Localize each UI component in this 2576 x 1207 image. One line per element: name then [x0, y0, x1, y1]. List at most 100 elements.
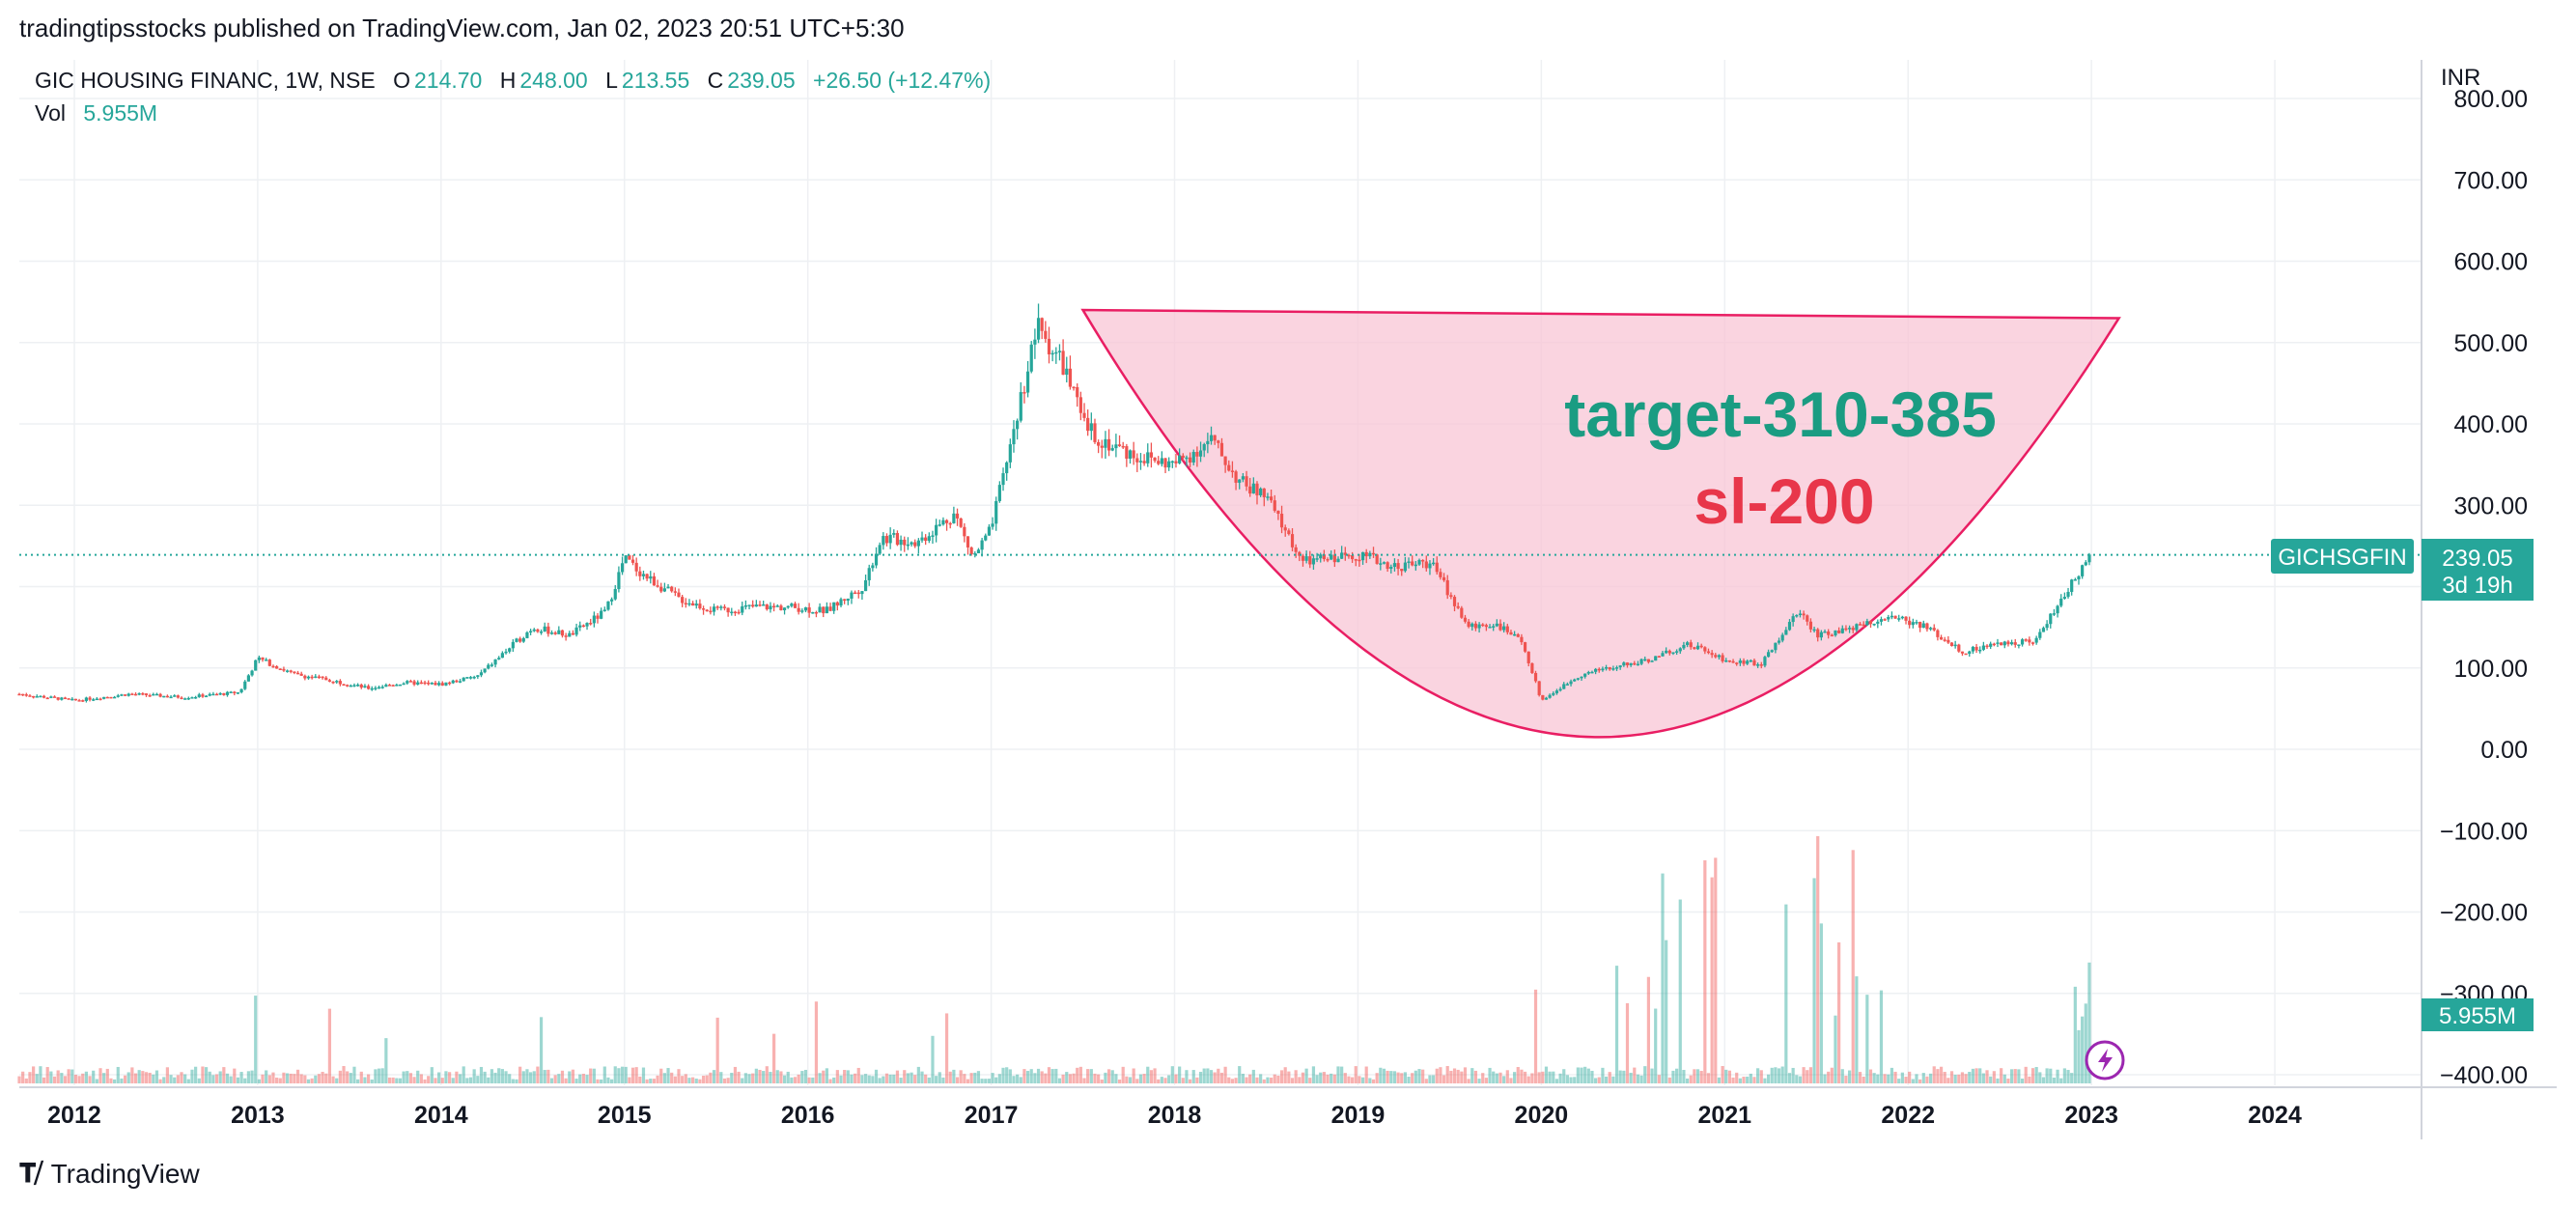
price-candle[interactable] — [1819, 632, 1823, 638]
price-candle[interactable] — [779, 605, 783, 611]
price-candle[interactable] — [1548, 694, 1552, 698]
price-candle[interactable] — [275, 666, 279, 669]
price-candle[interactable] — [1784, 630, 1788, 635]
price-candle[interactable] — [754, 604, 758, 607]
price-candle[interactable] — [490, 664, 494, 666]
price-candle[interactable] — [860, 591, 864, 595]
price-candle[interactable] — [1601, 668, 1605, 671]
price-candle[interactable] — [1611, 668, 1615, 670]
price-candle[interactable] — [1492, 626, 1496, 628]
price-candle[interactable] — [980, 540, 984, 550]
price-candle[interactable] — [391, 685, 395, 687]
price-candle[interactable] — [1847, 628, 1852, 630]
price-candle[interactable] — [67, 698, 70, 700]
price-candle[interactable] — [1082, 412, 1086, 418]
price-candle[interactable] — [447, 682, 452, 685]
price-candle[interactable] — [384, 685, 388, 688]
price-candle[interactable] — [508, 648, 512, 652]
price-candle[interactable] — [895, 533, 900, 546]
price-candle[interactable] — [1227, 464, 1231, 471]
price-candle[interactable] — [1036, 318, 1041, 340]
price-candle[interactable] — [1731, 660, 1735, 663]
price-candle[interactable] — [892, 533, 896, 535]
price-candle[interactable] — [2030, 642, 2035, 644]
price-candle[interactable] — [638, 571, 642, 576]
price-candle[interactable] — [536, 629, 540, 632]
price-candle[interactable] — [2009, 642, 2014, 645]
price-candle[interactable] — [596, 615, 600, 619]
price-candle[interactable] — [882, 536, 885, 546]
price-candle[interactable] — [2052, 613, 2057, 615]
price-candle[interactable] — [437, 683, 441, 686]
price-candle[interactable] — [1181, 455, 1185, 459]
price-candle[interactable] — [609, 599, 614, 602]
price-candle[interactable] — [903, 539, 907, 546]
price-candle[interactable] — [1332, 554, 1336, 563]
price-candle[interactable] — [656, 585, 659, 587]
price-candle[interactable] — [782, 607, 787, 611]
price-candle[interactable] — [183, 698, 187, 700]
price-candle[interactable] — [1752, 660, 1756, 666]
price-candle[interactable] — [148, 694, 152, 697]
price-candle[interactable] — [126, 693, 130, 696]
price-candle[interactable] — [1893, 615, 1897, 619]
price-candle[interactable] — [1012, 429, 1016, 445]
price-candle[interactable] — [366, 686, 371, 689]
price-candle[interactable] — [952, 513, 956, 523]
price-candle[interactable] — [271, 665, 275, 668]
price-candle[interactable] — [24, 694, 28, 696]
price-candle[interactable] — [762, 604, 766, 606]
price-candle[interactable] — [867, 568, 871, 580]
price-candle[interactable] — [578, 625, 582, 628]
price-candle[interactable] — [948, 522, 952, 525]
price-candle[interactable] — [1248, 486, 1252, 494]
price-candle[interactable] — [1389, 567, 1393, 570]
price-candle[interactable] — [726, 607, 730, 613]
price-candle[interactable] — [197, 694, 201, 697]
price-candle[interactable] — [1417, 559, 1421, 565]
price-candle[interactable] — [528, 631, 533, 633]
price-candle[interactable] — [408, 681, 413, 683]
price-candle[interactable] — [786, 605, 790, 608]
price-candle[interactable] — [406, 681, 409, 684]
price-candle[interactable] — [1816, 629, 1820, 638]
price-candle[interactable] — [1241, 476, 1245, 480]
price-candle[interactable] — [1953, 644, 1957, 647]
price-candle[interactable] — [1812, 629, 1816, 632]
price-candle[interactable] — [1787, 622, 1792, 631]
price-candle[interactable] — [1806, 615, 1809, 622]
price-candle[interactable] — [1266, 496, 1270, 498]
price-candle[interactable] — [1868, 621, 1873, 625]
price-candle[interactable] — [2024, 639, 2028, 641]
price-candle[interactable] — [888, 534, 892, 544]
price-candle[interactable] — [1188, 457, 1192, 463]
price-candle[interactable] — [254, 660, 258, 671]
price-candle[interactable] — [2013, 642, 2017, 645]
price-candle[interactable] — [916, 540, 920, 547]
price-candle[interactable] — [681, 597, 685, 604]
price-candle[interactable] — [352, 685, 356, 687]
price-candle[interactable] — [324, 677, 328, 681]
price-candle[interactable] — [719, 606, 723, 608]
price-candle[interactable] — [1735, 662, 1739, 664]
price-candle[interactable] — [941, 519, 945, 525]
price-candle[interactable] — [1855, 624, 1859, 631]
price-candle[interactable] — [1245, 476, 1248, 487]
price-candle[interactable] — [966, 536, 970, 547]
price-candle[interactable] — [190, 697, 194, 699]
price-candle[interactable] — [1386, 562, 1389, 570]
price-candle[interactable] — [1949, 642, 1954, 646]
price-candle[interactable] — [1460, 607, 1464, 618]
price-candle[interactable] — [1710, 653, 1714, 656]
price-candle[interactable] — [81, 700, 85, 702]
price-candle[interactable] — [1837, 630, 1841, 633]
price-candle[interactable] — [1558, 688, 1562, 691]
price-candle[interactable] — [662, 588, 666, 592]
price-candle[interactable] — [1808, 621, 1813, 630]
price-candle[interactable] — [803, 607, 808, 611]
price-candle[interactable] — [1724, 660, 1728, 662]
price-candle[interactable] — [546, 626, 550, 634]
price-candle[interactable] — [1287, 530, 1291, 535]
price-candle[interactable] — [984, 535, 988, 541]
price-candle[interactable] — [1065, 368, 1069, 376]
